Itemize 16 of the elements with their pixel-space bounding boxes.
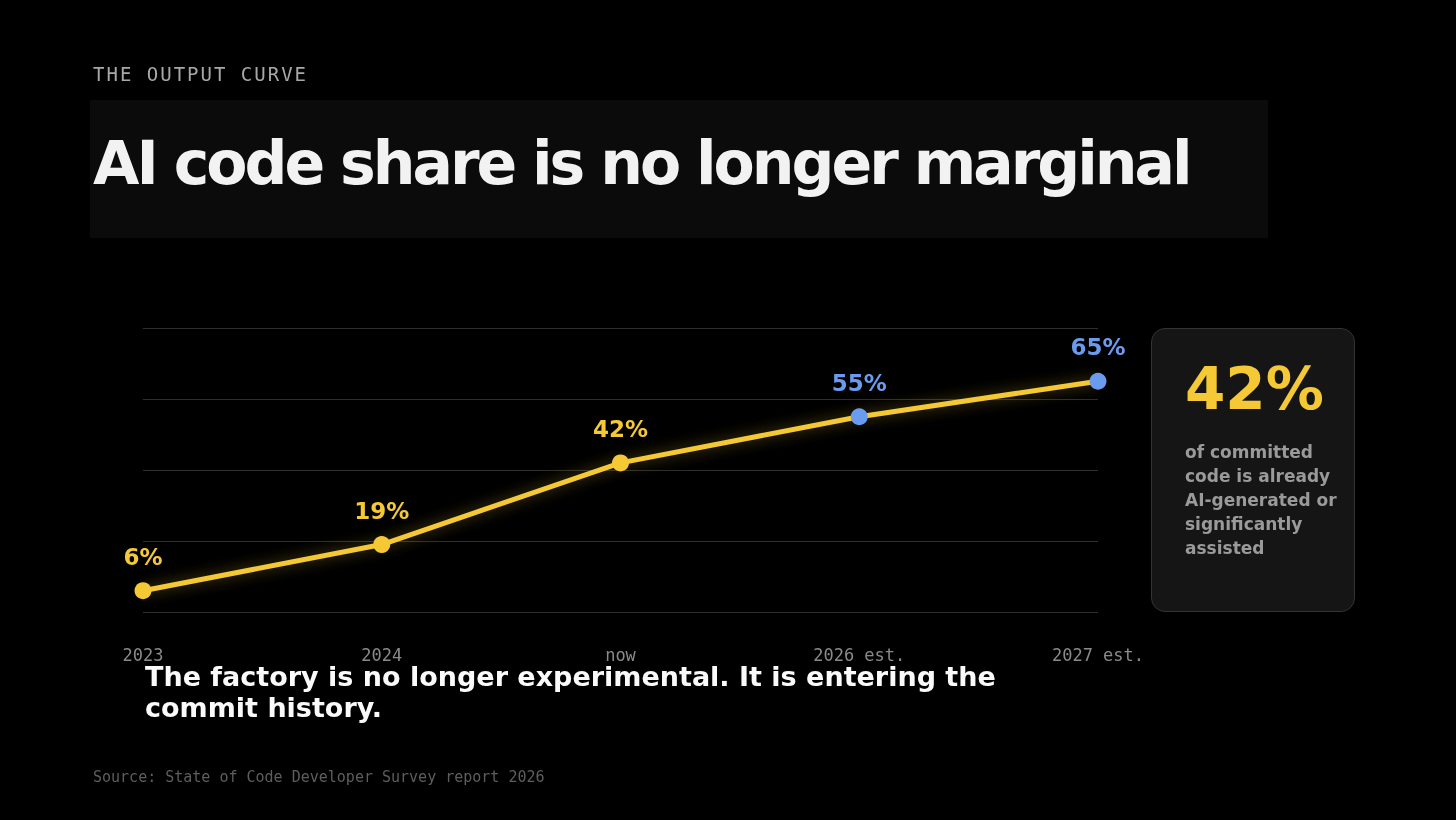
chart-subtitle: THE OUTPUT CURVE	[93, 63, 309, 85]
x-tick-label: 2027 est.	[1051, 644, 1145, 665]
data-label: 55%	[831, 369, 887, 396]
point	[373, 536, 391, 554]
point	[134, 582, 152, 600]
data-label: 6%	[123, 543, 163, 570]
text: of committed code is already AI-generated or significantly assisted	[1185, 441, 1338, 560]
text: 42%	[1185, 355, 1324, 423]
point	[1089, 372, 1107, 390]
data-label: 65%	[1070, 334, 1126, 361]
data-label: 19%	[354, 497, 410, 524]
point	[612, 454, 629, 472]
chart-title: AI code share is no longer marginal	[93, 128, 1190, 198]
source-note: Source: State of Code Developer Survey report 2026	[93, 768, 545, 786]
point	[850, 408, 868, 426]
data-label: 42%	[592, 415, 649, 442]
